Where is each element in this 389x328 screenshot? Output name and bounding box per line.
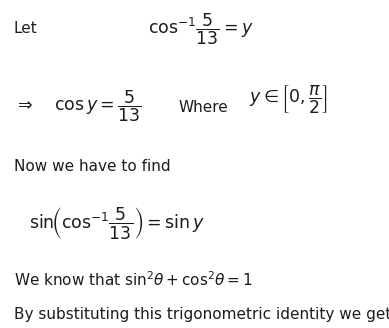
Text: $\mathrm{sin}\!\left(\mathrm{cos}^{-1}\dfrac{5}{13}\right) = \mathrm{sin}\, y$: $\mathrm{sin}\!\left(\mathrm{cos}^{-1}\d… [29,205,205,241]
Text: Now we have to find: Now we have to find [14,159,170,174]
Text: By substituting this trigonometric identity we get: By substituting this trigonometric ident… [14,307,389,322]
Text: Where: Where [179,100,229,115]
Text: $\mathrm{cos}^{-1}\dfrac{5}{13} = y$: $\mathrm{cos}^{-1}\dfrac{5}{13} = y$ [148,11,254,47]
Text: Let: Let [14,21,37,36]
Text: $y \in \left[0, \dfrac{\pi}{2}\right]$: $y \in \left[0, \dfrac{\pi}{2}\right]$ [249,84,328,116]
Text: $\Rightarrow$: $\Rightarrow$ [14,95,33,113]
Text: We know that $\mathrm{sin}^{2}\theta + \mathrm{cos}^{2}\theta = 1$: We know that $\mathrm{sin}^{2}\theta + \… [14,271,252,289]
Text: $\mathrm{cos}\, y = \dfrac{5}{13}$: $\mathrm{cos}\, y = \dfrac{5}{13}$ [54,89,142,124]
